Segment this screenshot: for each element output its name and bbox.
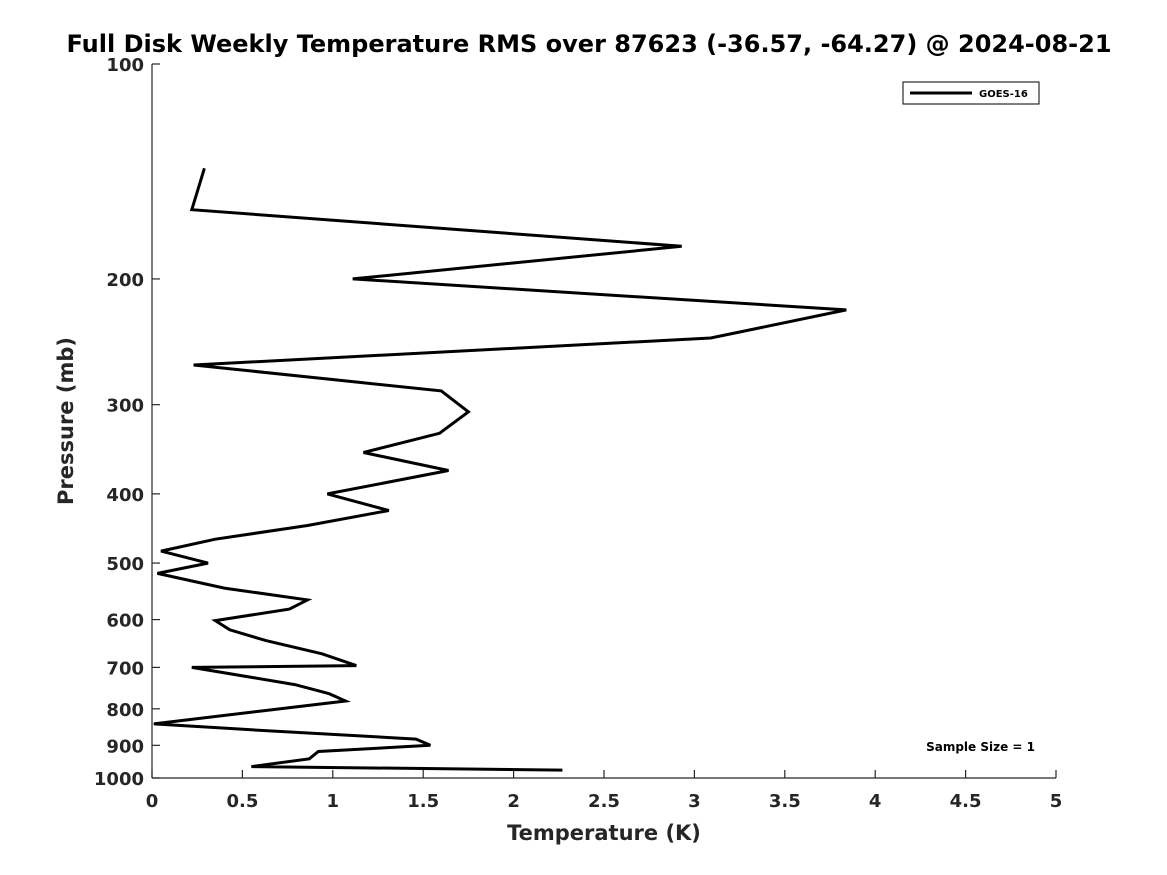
- y-tick-label: 900: [106, 736, 144, 757]
- plot-area: 0 0.5 1 1.5 2 2.5 3 3.5 4 4.5 5 100 200 300 400 500 600…: [94, 55, 1062, 812]
- y-tick-label: 600: [106, 611, 144, 632]
- y-tick-label: 800: [106, 700, 144, 721]
- x-tick-label: 2: [507, 791, 520, 812]
- x-axis-label: Temperature (K): [507, 821, 701, 845]
- x-tick-label: 4: [869, 791, 882, 812]
- x-tick-label: 1.5: [407, 791, 439, 812]
- y-tick-label: 1000: [94, 769, 144, 790]
- sample-size-annotation: Sample Size = 1: [926, 740, 1035, 754]
- x-tick-label: 0.5: [226, 791, 258, 812]
- x-tick-label: 0: [146, 791, 159, 812]
- y-tick-label: 700: [106, 658, 144, 679]
- y-ticks: 100 200 300 400 500 600 700 800 900 1000: [94, 55, 160, 790]
- x-tick-label: 4.5: [950, 791, 982, 812]
- x-ticks: 0 0.5 1 1.5 2 2.5 3 3.5 4 4.5 5: [146, 770, 1063, 812]
- x-tick-label: 1: [327, 791, 340, 812]
- x-tick-label: 2.5: [588, 791, 620, 812]
- y-tick-label: 400: [106, 485, 144, 506]
- x-tick-label: 3: [688, 791, 701, 812]
- y-tick-label: 500: [106, 554, 144, 575]
- chart-title: Full Disk Weekly Temperature RMS over 87…: [66, 30, 1111, 58]
- y-axis-label: Pressure (mb): [54, 337, 78, 505]
- x-tick-label: 3.5: [769, 791, 801, 812]
- y-tick-label: 300: [106, 396, 144, 417]
- legend-entry-label: GOES-16: [979, 89, 1028, 100]
- legend: GOES-16: [902, 81, 1040, 105]
- x-tick-label: 5: [1050, 791, 1063, 812]
- y-tick-label: 200: [106, 270, 144, 291]
- series-line-goes-16: [153, 167, 847, 772]
- y-tick-label: 100: [106, 55, 144, 76]
